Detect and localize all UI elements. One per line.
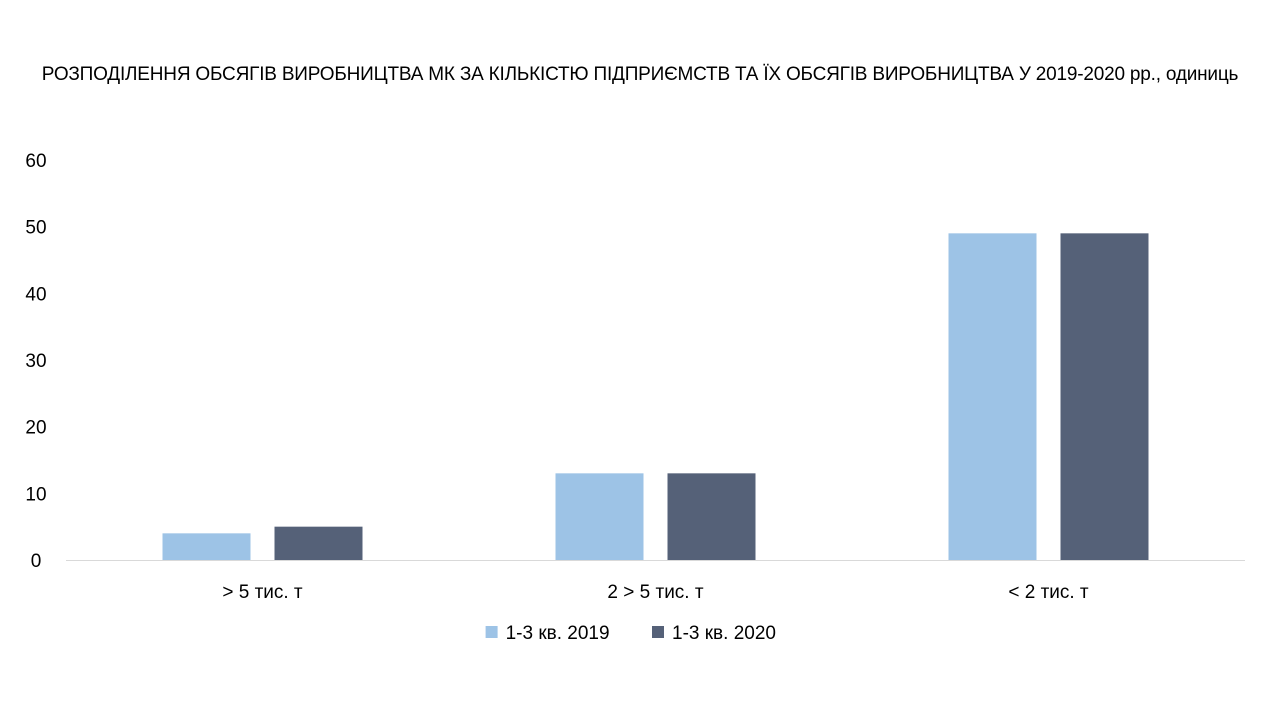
bar-1-3 (948, 233, 1037, 561)
x-category-label: 2 > 5 тис. т (607, 582, 703, 603)
legend-label: 1-3 кв. 2019 (506, 623, 610, 644)
bar-2-1 (274, 526, 363, 560)
y-tick-label: 60 (25, 151, 46, 172)
legend-swatch (485, 626, 498, 638)
legend-label: 1-3 кв. 2020 (672, 623, 776, 644)
chart-title: РОЗПОДІЛЕННЯ ОБСЯГІВ ВИРОБНИЦТВА МК ЗА К… (41, 64, 1239, 85)
y-tick-label: 40 (25, 284, 46, 305)
bar-2-2 (667, 473, 756, 560)
bar-2-3 (1060, 233, 1149, 561)
y-tick-label: 0 (31, 551, 42, 572)
legend-swatch (652, 626, 664, 638)
y-tick-label: 30 (25, 351, 46, 372)
y-tick-label: 50 (25, 218, 46, 239)
bar-1-2 (555, 473, 644, 560)
bar-1-1 (162, 533, 251, 560)
x-category-label: > 5 тис. т (222, 582, 303, 603)
x-category-label: < 2 тис. т (1008, 582, 1089, 603)
y-tick-label: 10 (25, 484, 46, 505)
y-tick-label: 20 (25, 418, 46, 439)
